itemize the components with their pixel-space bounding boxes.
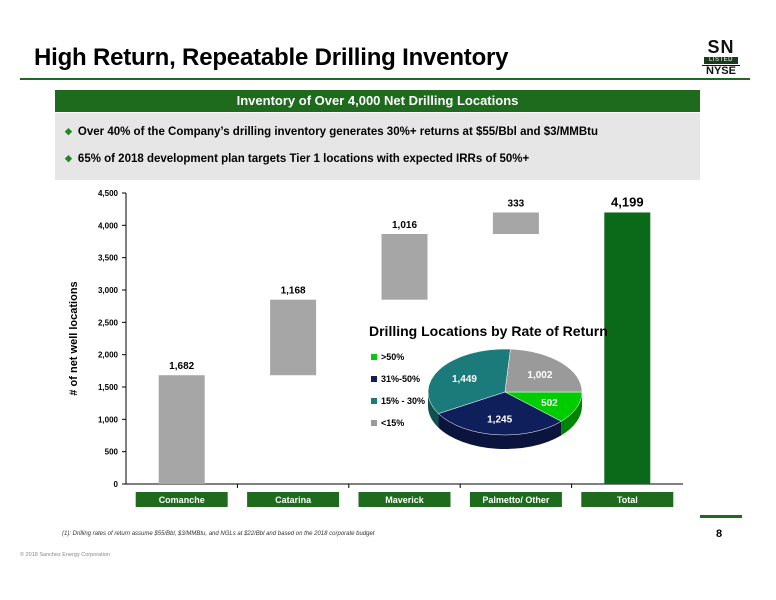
y-tick-label: 1,000 (98, 415, 119, 424)
slide-title: High Return, Repeatable Drilling Invento… (34, 44, 509, 71)
diamond-bullet-icon: ◆ (65, 126, 72, 136)
bar-value-label: 4,199 (611, 194, 644, 209)
total-bar (604, 212, 651, 484)
x-category-label: Catarina (275, 495, 312, 505)
pie-slice (504, 348, 583, 393)
pie-chart-title: Drilling Locations by Rate of Return (369, 323, 608, 339)
y-tick-label: 0 (114, 480, 119, 489)
pie-slice (437, 391, 562, 436)
pie-slice-label: 1,002 (527, 370, 552, 381)
logo-text-top: SN (707, 37, 735, 57)
legend-entry-label: <15% (381, 418, 404, 428)
bar-value-label: 1,168 (281, 286, 306, 297)
bullet-text: Over 40% of the Company’s drilling inven… (77, 126, 599, 138)
legend-entry-label: 15% - 30% (381, 396, 425, 406)
pie-slice-side (438, 413, 562, 449)
y-tick-label: 1,500 (98, 383, 119, 392)
legend-swatch (371, 376, 377, 382)
diamond-bullet-icon: ◆ (65, 153, 72, 163)
bar-value-label: 1,682 (169, 361, 194, 372)
y-tick-label: 2,000 (98, 351, 119, 360)
pie-slice-label: 1,449 (452, 374, 477, 385)
y-axis-label: # of net well locations (68, 281, 80, 395)
waterfall-bar (270, 299, 317, 376)
waterfall-bar (492, 212, 539, 234)
x-category-label: Comanche (159, 495, 205, 505)
legend-swatch (371, 398, 377, 404)
y-tick-label: 4,500 (98, 189, 119, 198)
category-label-box (469, 492, 562, 507)
pie-slice-label: 502 (541, 398, 558, 409)
bullet-panel: ◆ Over 40% of the Company’s drilling inve… (55, 113, 700, 180)
category-label-box (135, 492, 228, 507)
category-label-box (358, 492, 451, 507)
bullet-text: 65% of 2018 development plan targets Tie… (77, 153, 530, 165)
bar-value-label: 1,016 (392, 220, 417, 231)
title-divider (20, 78, 750, 80)
logo-text-middle: LISTED (704, 57, 738, 64)
logo-text-bottom: NYSE (702, 65, 740, 77)
footer-accent-bar (700, 515, 742, 518)
y-tick-label: 3,000 (98, 286, 119, 295)
bar-value-label: 333 (508, 198, 525, 209)
sn-nyse-logo: SN LISTED NYSE (702, 38, 740, 77)
waterfall-bar (158, 375, 205, 484)
section-banner: Inventory of Over 4,000 Net Drilling Loc… (55, 90, 700, 112)
pie-slice-side (428, 392, 439, 428)
pie-slice-label: 1,245 (487, 414, 512, 425)
category-label-box (247, 492, 340, 507)
bullet-item: ◆ Over 40% of the Company’s drilling inve… (65, 126, 598, 138)
legend-entry-label: 31%-50% (381, 374, 420, 384)
x-category-label: Maverick (385, 495, 425, 505)
y-tick-label: 3,500 (98, 254, 119, 263)
waterfall-bar (381, 233, 428, 300)
pie-slice (427, 348, 511, 414)
x-category-label: Total (617, 495, 638, 505)
footnote: (1): Drilling rates of return assume $55… (62, 531, 375, 537)
y-tick-label: 500 (105, 448, 119, 457)
legend-swatch (371, 354, 377, 360)
copyright-text: © 2018 Sanchez Energy Corporation (20, 552, 110, 558)
x-category-label: Palmetto/ Other (482, 495, 550, 505)
category-label-box (581, 492, 674, 507)
page-number: 8 (716, 528, 723, 540)
y-tick-label: 4,000 (98, 221, 119, 230)
bullet-item: ◆ 65% of 2018 development plan targets Ti… (65, 153, 529, 165)
legend-swatch (371, 420, 377, 426)
y-tick-label: 2,500 (98, 318, 119, 327)
legend-entry-label: >50% (381, 352, 404, 362)
